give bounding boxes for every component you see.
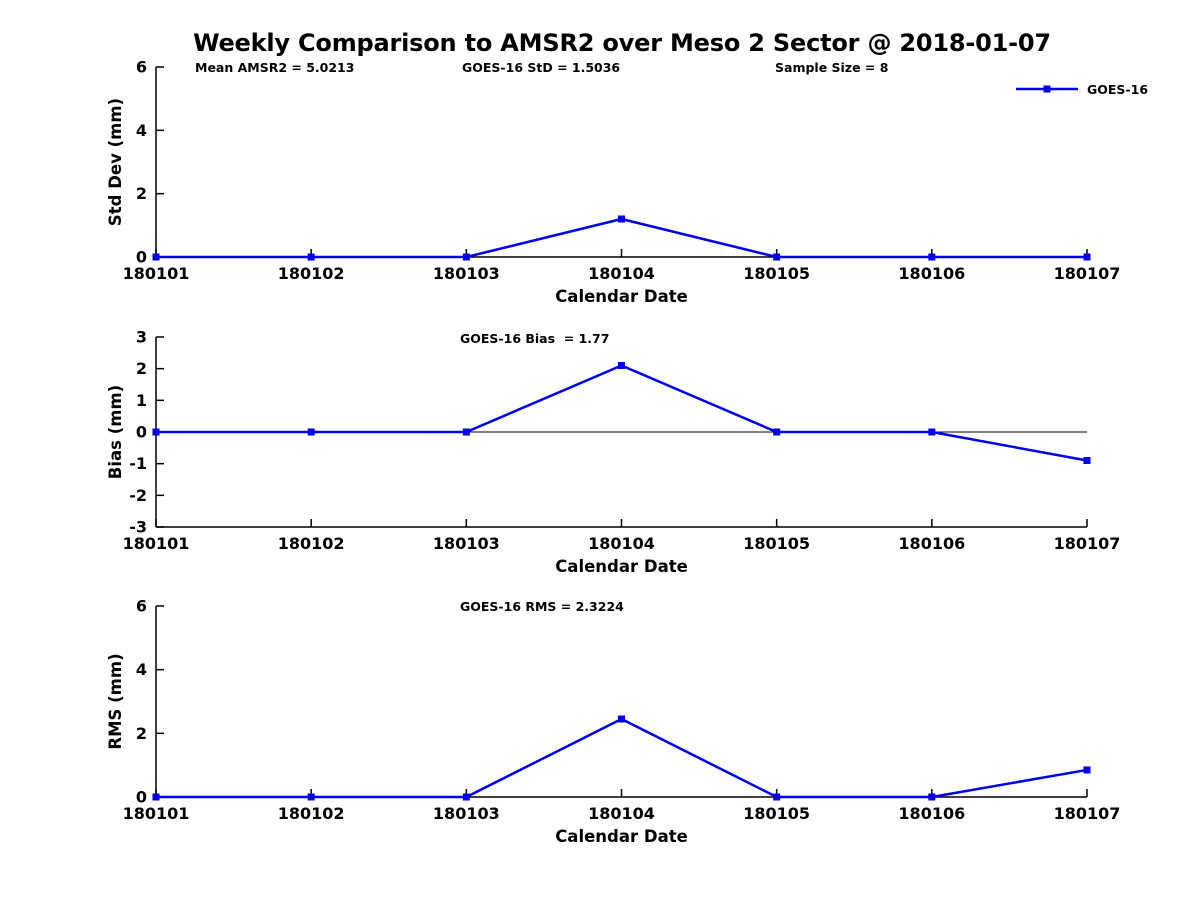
x-tick-label: 180104 — [588, 804, 655, 823]
chart-title: Weekly Comparison to AMSR2 over Meso 2 S… — [193, 29, 1051, 57]
data-point-marker — [773, 253, 781, 261]
x-tick-label: 180106 — [898, 534, 965, 553]
stat-annotation: Sample Size = 8 — [775, 60, 889, 75]
data-point-marker — [1083, 766, 1091, 774]
x-tick-label: 180106 — [898, 264, 965, 283]
data-point-marker — [1083, 457, 1091, 464]
y-axis-title: Std Dev (mm) — [106, 98, 125, 226]
x-tick-label: 180105 — [743, 534, 810, 553]
y-tick-label: 1 — [136, 391, 147, 410]
x-tick-label: 180102 — [278, 264, 345, 283]
data-point-marker — [152, 793, 160, 801]
stat-annotation: GOES-16 StD = 1.5036 — [462, 60, 621, 75]
y-tick-label: 3 — [136, 328, 147, 347]
x-tick-label: 180105 — [743, 264, 810, 283]
data-point-marker — [1083, 253, 1091, 261]
y-tick-label: 0 — [136, 423, 147, 442]
x-tick-label: 180103 — [433, 534, 500, 553]
stat-annotation: GOES-16 RMS = 2.3224 — [460, 599, 624, 614]
x-tick-label: 180101 — [123, 534, 190, 553]
x-tick-label: 180107 — [1054, 264, 1121, 283]
y-tick-label: 2 — [136, 184, 147, 203]
data-point-marker — [618, 362, 625, 369]
y-tick-label: 0 — [136, 788, 147, 807]
y-tick-label: 0 — [136, 248, 147, 267]
x-tick-label: 180107 — [1054, 804, 1121, 823]
data-line — [156, 364, 1088, 462]
data-point-marker — [307, 428, 315, 436]
data-point-marker — [462, 793, 470, 801]
data-point-marker — [618, 715, 625, 723]
x-tick-label: 180104 — [588, 534, 655, 553]
data-point-marker — [773, 428, 781, 436]
x-tick-label: 180104 — [588, 264, 655, 283]
y-tick-label: 4 — [136, 121, 147, 140]
stat-annotation: GOES-16 Bias = 1.77 — [460, 331, 610, 346]
data-point-marker — [307, 793, 315, 801]
data-point-marker — [462, 428, 470, 436]
x-tick-label: 180106 — [898, 804, 965, 823]
x-axis-title: Calendar Date — [555, 287, 688, 306]
legend: GOES-16 — [1015, 80, 1148, 98]
x-tick-label: 180103 — [433, 804, 500, 823]
data-point-marker — [773, 793, 781, 801]
y-tick-label: 6 — [136, 58, 147, 77]
y-tick-label: -2 — [129, 486, 147, 505]
data-point-marker — [618, 215, 625, 223]
x-tick-label: 180101 — [123, 804, 190, 823]
y-tick-label: -3 — [129, 518, 147, 537]
data-point-marker — [928, 253, 936, 261]
x-tick-label: 180107 — [1054, 534, 1121, 553]
y-axis-title: Bias (mm) — [106, 385, 125, 479]
data-line — [156, 717, 1088, 799]
x-tick-label: 180102 — [278, 534, 345, 553]
y-tick-label: 6 — [136, 597, 147, 616]
legend-swatch — [1016, 85, 1078, 93]
x-axis-title: Calendar Date — [555, 557, 688, 576]
data-point-marker — [307, 253, 315, 261]
data-point-marker — [152, 253, 160, 261]
stat-annotation: Mean AMSR2 = 5.0213 — [195, 60, 355, 75]
y-tick-label: 2 — [136, 359, 147, 378]
data-point-marker — [152, 428, 160, 436]
legend-label: GOES-16 — [1087, 81, 1149, 97]
y-tick-label: -1 — [129, 454, 147, 473]
x-tick-label: 180101 — [123, 264, 190, 283]
data-point-marker — [928, 428, 936, 436]
x-axis-title: Calendar Date — [555, 827, 688, 846]
x-tick-label: 180102 — [278, 804, 345, 823]
x-tick-label: 180103 — [433, 264, 500, 283]
legend-marker-icon — [1043, 85, 1051, 93]
y-axis-title: RMS (mm) — [106, 653, 125, 749]
data-point-marker — [462, 253, 470, 261]
data-point-marker — [928, 793, 936, 801]
x-tick-label: 180105 — [743, 804, 810, 823]
y-tick-label: 4 — [136, 660, 147, 679]
y-tick-label: 2 — [136, 724, 147, 743]
